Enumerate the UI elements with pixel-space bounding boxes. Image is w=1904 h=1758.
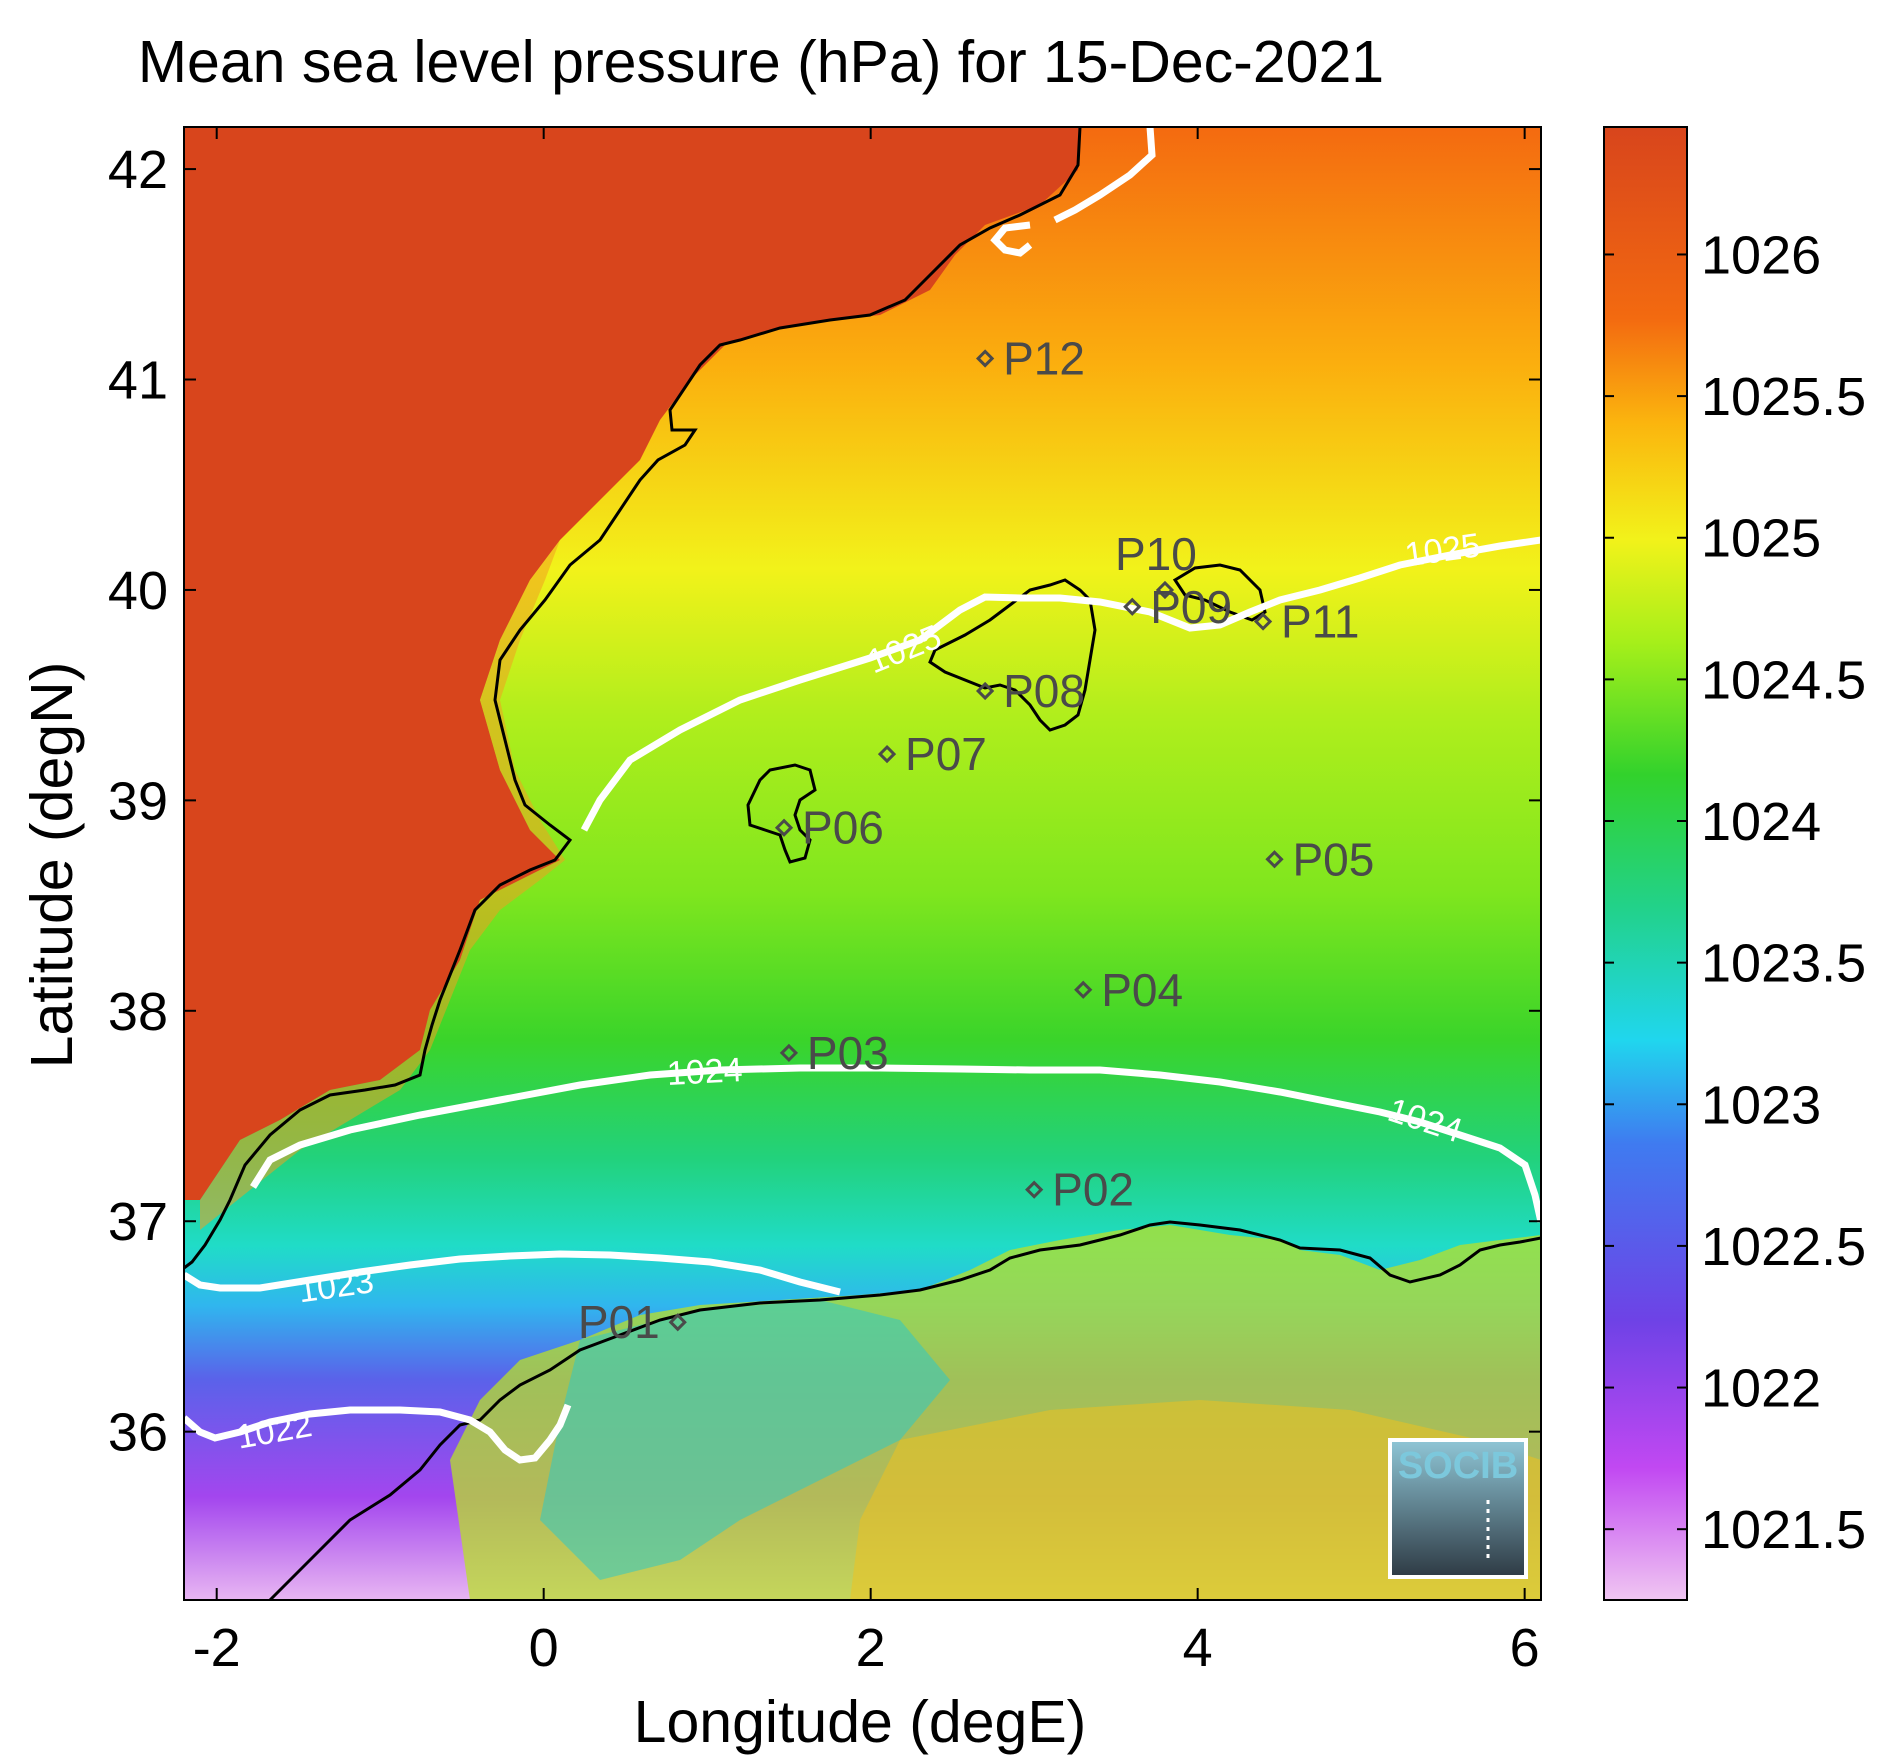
x-tick-label: 6 bbox=[1510, 1618, 1540, 1678]
station-label: P09 bbox=[1150, 581, 1232, 633]
station-marker bbox=[1074, 980, 1093, 999]
africa-coastline bbox=[268, 1220, 1541, 1600]
colorbar-tick-label: 1024 bbox=[1701, 792, 1821, 852]
x-tick-label: 0 bbox=[529, 1618, 559, 1678]
colorbar-tick-label: 1021.5 bbox=[1701, 1500, 1866, 1560]
logo-text: SOCIB bbox=[1398, 1445, 1518, 1487]
x-axis: -2 0 2 4 6 bbox=[193, 127, 1540, 1678]
station-label: P06 bbox=[802, 802, 884, 854]
station-marker bbox=[1155, 580, 1175, 600]
station-marker bbox=[877, 744, 897, 764]
contour-1025-north-loop bbox=[990, 221, 1033, 257]
colorbar-tick-label: 1025.5 bbox=[1701, 367, 1866, 427]
y-axis-label: Latitude (degN) bbox=[19, 661, 85, 1069]
colorbar-tick-label: 1025 bbox=[1701, 509, 1821, 569]
station-label: P04 bbox=[1101, 964, 1183, 1016]
menorca-coastline bbox=[1172, 563, 1267, 622]
station-marker bbox=[975, 349, 995, 368]
station-label: P10 bbox=[1115, 528, 1197, 580]
station-marker bbox=[1253, 612, 1273, 631]
station-label: P02 bbox=[1052, 1164, 1134, 1216]
colorbar-tick-label: 1022 bbox=[1701, 1359, 1821, 1419]
iberia-coastline bbox=[184, 127, 1082, 1270]
station-label: P12 bbox=[1003, 332, 1085, 384]
station-marker bbox=[1123, 597, 1142, 616]
x-tick-label: -2 bbox=[193, 1618, 241, 1678]
y-tick-label: 39 bbox=[108, 771, 168, 831]
contour-1022 bbox=[184, 1403, 572, 1464]
x-tick-label: 2 bbox=[856, 1618, 886, 1678]
contour-1023 bbox=[184, 1250, 841, 1296]
station-label: P11 bbox=[1281, 596, 1359, 648]
station-marker bbox=[774, 818, 794, 837]
y-tick-label: 38 bbox=[108, 982, 168, 1042]
station-marker bbox=[779, 1043, 799, 1063]
africa-cool-patch bbox=[540, 1300, 950, 1580]
colorbar bbox=[1603, 126, 1688, 1601]
y-tick-label: 37 bbox=[108, 1192, 168, 1252]
station-marker bbox=[975, 681, 995, 701]
y-tick-label: 40 bbox=[108, 561, 168, 621]
iberia-land bbox=[184, 127, 1080, 1200]
socib-logo: SOCIB bbox=[1388, 1438, 1528, 1579]
x-tick-label: 4 bbox=[1183, 1618, 1213, 1678]
contour-lines bbox=[184, 127, 1541, 1464]
contour-1024 bbox=[250, 1064, 1541, 1223]
africa-warm-patch bbox=[850, 1400, 1541, 1600]
ibiza-coastline bbox=[746, 763, 817, 864]
x-axis-label: Longitude (degE) bbox=[633, 1689, 1087, 1755]
y-axis: 36 37 38 39 40 41 42 bbox=[108, 140, 1541, 1463]
station-label: P05 bbox=[1293, 833, 1375, 885]
map-title: Mean sea level pressure (hPa) for 15-Dec… bbox=[137, 29, 1385, 95]
iberia-coastal-band bbox=[200, 540, 565, 1230]
contour-1025 bbox=[580, 536, 1541, 832]
station-label: P08 bbox=[1003, 665, 1085, 717]
colorbar-tick-label: 1023 bbox=[1701, 1075, 1821, 1135]
contour-label-1024-west: 1024 bbox=[666, 1051, 744, 1093]
colorbar-tick-label: 1026 bbox=[1701, 225, 1821, 285]
station-label: P07 bbox=[905, 728, 987, 780]
station-marker bbox=[668, 1313, 687, 1332]
colorbar-tick-label: 1024.5 bbox=[1701, 650, 1866, 710]
colorbar-ticks: 1021.5 1022 1022.5 1023 1023.5 1024 1024.5 1025… bbox=[1604, 225, 1866, 1560]
y-tick-label: 42 bbox=[108, 140, 168, 200]
station-marker bbox=[1265, 850, 1284, 869]
colorbar-tick-label: 1022.5 bbox=[1701, 1217, 1866, 1277]
y-tick-label: 36 bbox=[108, 1403, 168, 1463]
plot-frame bbox=[183, 126, 1542, 1601]
station-label: P03 bbox=[807, 1027, 889, 1079]
y-tick-label: 41 bbox=[108, 351, 168, 411]
contour-1025-north bbox=[1053, 127, 1156, 224]
station-label: P01 bbox=[578, 1296, 660, 1348]
station-marker bbox=[1025, 1180, 1044, 1199]
colorbar-tick-label: 1023.5 bbox=[1701, 934, 1866, 994]
